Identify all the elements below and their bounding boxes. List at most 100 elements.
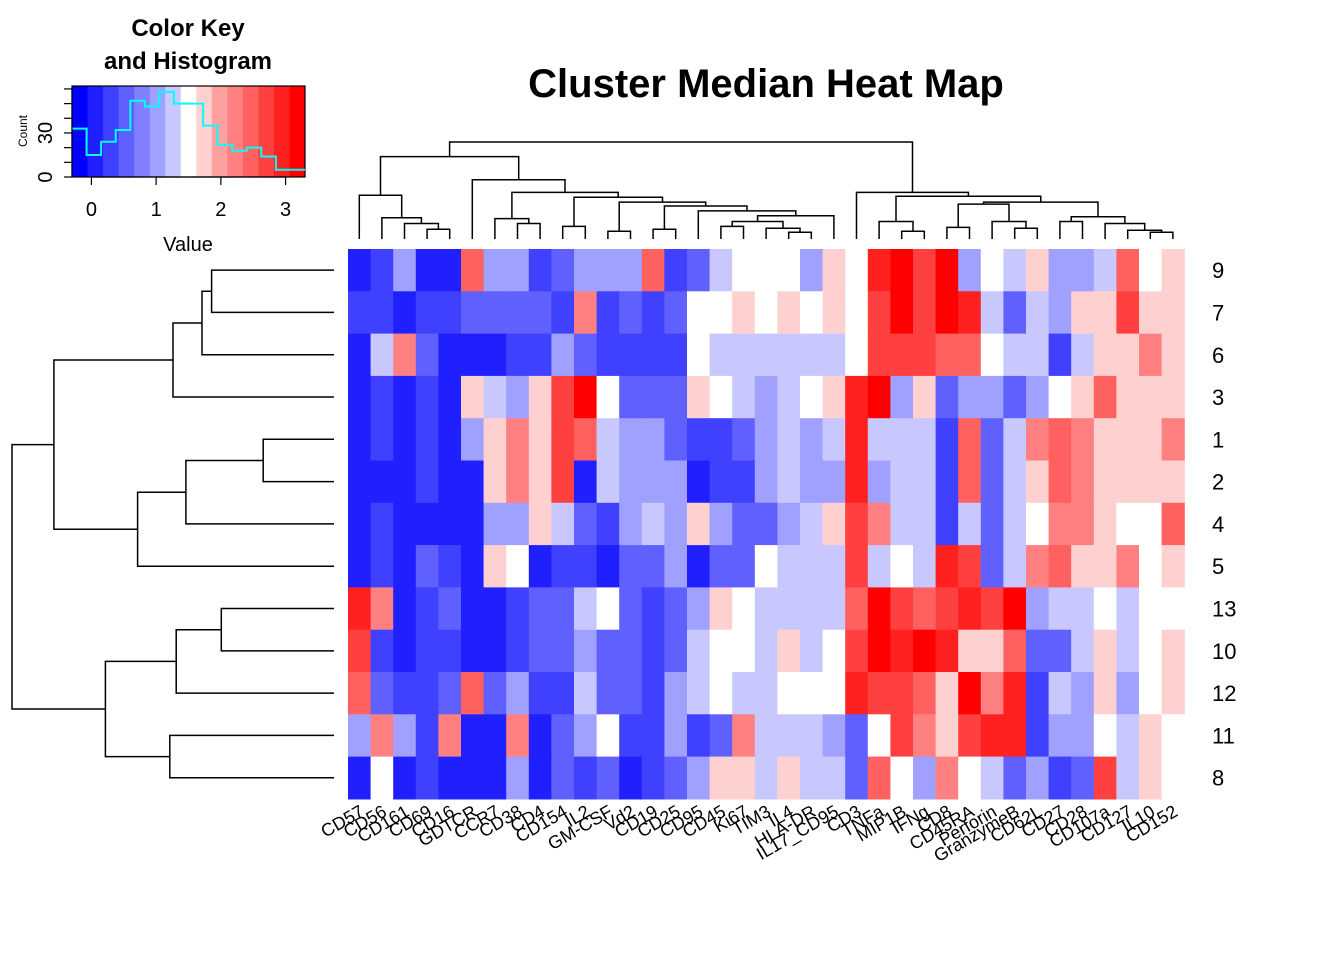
heatmap-cell — [1003, 672, 1027, 715]
dendrogram-branch — [262, 438, 334, 483]
heatmap-cell — [528, 545, 552, 588]
heatmap-cell — [935, 460, 959, 504]
heatmap-cell — [687, 629, 711, 673]
heatmap-cell — [596, 756, 620, 800]
heatmap-cell — [732, 375, 756, 419]
heatmap-cell — [574, 629, 598, 673]
heatmap-cell — [913, 333, 937, 377]
heatmap-cell — [551, 460, 575, 504]
heatmap-cell — [1071, 672, 1095, 715]
heatmap-cell — [1026, 460, 1050, 504]
heatmap-cell — [980, 249, 1004, 292]
heatmap-cell — [867, 418, 891, 462]
heatmap-cell — [528, 714, 552, 758]
heatmap-cell — [822, 460, 846, 504]
heatmap-cell — [1139, 714, 1163, 758]
heatmap-cell — [1071, 333, 1095, 377]
heatmap-cell — [348, 291, 372, 335]
heatmap-cell — [574, 545, 598, 588]
heatmap-cell — [822, 629, 846, 673]
heatmap-cell — [822, 502, 846, 546]
histogram-line — [72, 90, 305, 171]
heatmap-cell — [1161, 333, 1185, 377]
heatmap-cell — [935, 333, 959, 377]
heatmap-cell — [1093, 629, 1117, 673]
heatmap-cell — [574, 249, 598, 292]
heatmap-cell — [483, 418, 507, 462]
heatmap-cell — [393, 672, 417, 715]
heatmap-cell — [393, 333, 417, 377]
heatmap-cell — [574, 756, 598, 800]
heatmap-cell — [348, 629, 372, 673]
dendrogram-branch — [516, 222, 541, 239]
heatmap-cell — [958, 460, 982, 504]
heatmap-cell — [1003, 333, 1027, 377]
heatmap-cell — [1026, 375, 1050, 419]
heatmap-cell — [1093, 587, 1117, 631]
color-key-title: Color Key — [131, 15, 245, 42]
heatmap-cell — [370, 672, 394, 715]
heatmap-cell — [551, 672, 575, 715]
heatmap-cell — [822, 545, 846, 588]
heatmap-cell — [867, 502, 891, 546]
heatmap-cell — [370, 418, 394, 462]
heatmap-cell — [1071, 545, 1095, 588]
heatmap-cell — [845, 375, 869, 419]
heatmap-cell — [1093, 418, 1117, 462]
heatmap-cell — [709, 249, 733, 292]
row-label: 6 — [1212, 343, 1224, 368]
heatmap-cell — [754, 672, 778, 715]
heatmap-cell — [1071, 291, 1095, 335]
heatmap-cell — [1161, 587, 1185, 631]
heatmap-cell — [393, 502, 417, 546]
heatmap-cell — [1161, 375, 1185, 419]
heatmap-cell — [574, 502, 598, 546]
heatmap-cell — [709, 502, 733, 546]
heatmap-cell — [1161, 629, 1185, 673]
color-key-swatch — [211, 86, 228, 177]
heatmap-cell — [1161, 460, 1185, 504]
heatmap-cell — [415, 249, 439, 292]
heatmap-cell — [506, 460, 530, 504]
heatmap-cell — [687, 587, 711, 631]
heatmap-cell — [800, 672, 824, 715]
heatmap-cell — [777, 672, 801, 715]
heatmap-cell — [777, 375, 801, 419]
heatmap-cell — [1116, 502, 1140, 546]
heatmap-cell — [1093, 375, 1117, 419]
heatmap-cell — [1026, 672, 1050, 715]
heatmap-cell — [1026, 333, 1050, 377]
heatmap-cell — [890, 672, 914, 715]
heatmap-cell — [415, 714, 439, 758]
heatmap-cell — [438, 714, 462, 758]
heatmap-cell — [777, 291, 801, 335]
heatmap-cell — [393, 249, 417, 292]
heatmap-cell — [913, 587, 937, 631]
heatmap-cell — [732, 629, 756, 673]
heatmap-cell — [461, 672, 485, 715]
heatmap-cell — [687, 333, 711, 377]
color-key-swatch — [149, 86, 166, 177]
heatmap-cell — [574, 460, 598, 504]
heatmap-cell — [528, 460, 552, 504]
row-label: 5 — [1212, 554, 1224, 579]
heatmap-cell — [1139, 756, 1163, 800]
heatmap-cell — [641, 333, 665, 377]
heatmap-cell — [1048, 502, 1072, 546]
row-dendrogram — [11, 269, 334, 779]
heatmap-cell — [1026, 545, 1050, 588]
heatmap-cell — [958, 629, 982, 673]
heatmap-cell — [822, 714, 846, 758]
row-label: 9 — [1212, 258, 1224, 283]
heatmap-cell — [845, 460, 869, 504]
heatmap-cell — [438, 502, 462, 546]
heatmap-cell — [574, 333, 598, 377]
heatmap-cell — [845, 756, 869, 800]
heatmap-cell — [664, 291, 688, 335]
heatmap-cell — [506, 375, 530, 419]
heatmap-cell — [664, 375, 688, 419]
heatmap-cell — [890, 545, 914, 588]
heatmap-cell — [348, 418, 372, 462]
heatmap-cell — [867, 587, 891, 631]
heatmap-cell — [574, 375, 598, 419]
